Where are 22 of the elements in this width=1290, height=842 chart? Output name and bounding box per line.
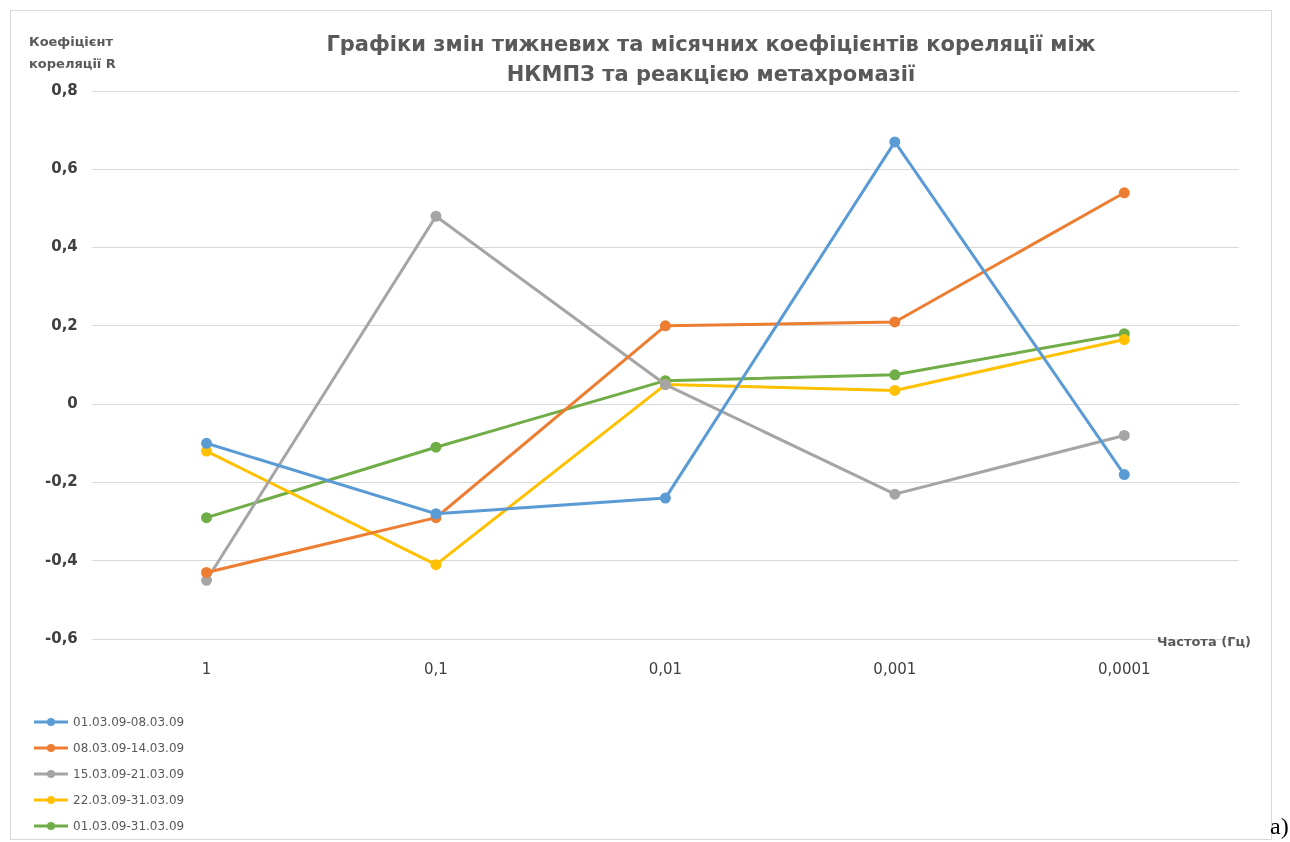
x-tick-label: 1 [201, 659, 212, 678]
legend-label: 01.03.09-31.03.09 [73, 819, 185, 833]
legend-label: 22.03.09-31.03.09 [73, 793, 185, 807]
x-axis-title: Частота (Гц) [1156, 633, 1251, 649]
text: а) [1270, 813, 1289, 840]
y-tick-label: -0,6 [44, 628, 78, 647]
legend-label: 01.03.09-08.03.09 [73, 715, 185, 729]
legend-label: 15.03.09-21.03.09 [73, 767, 185, 781]
x-tick-label: 0,1 [424, 659, 448, 678]
x-tick-label: 0,001 [873, 659, 917, 678]
x-tick-label: 0,01 [648, 659, 683, 678]
y-tick-label: 0,8 [51, 80, 78, 99]
y-tick-label: 0,2 [51, 315, 78, 334]
y-tick-label: -0,2 [44, 472, 78, 491]
y-tick-label: 0,6 [51, 159, 78, 178]
legend-label: 08.03.09-14.03.09 [73, 741, 185, 755]
y-tick-label: 0,4 [51, 237, 78, 256]
y-axis-title: Коефіцієнт кореляції R [29, 33, 117, 73]
chart-title: Графіки змін тижневих та місячних коефіцієнтів кореляції між НКМПЗ та реакцією метахромазії [325, 31, 1097, 88]
y-tick-label: -0,4 [44, 550, 78, 569]
x-tick-label: 0,0001 [1098, 659, 1151, 678]
y-tick-label: 0 [67, 394, 78, 413]
